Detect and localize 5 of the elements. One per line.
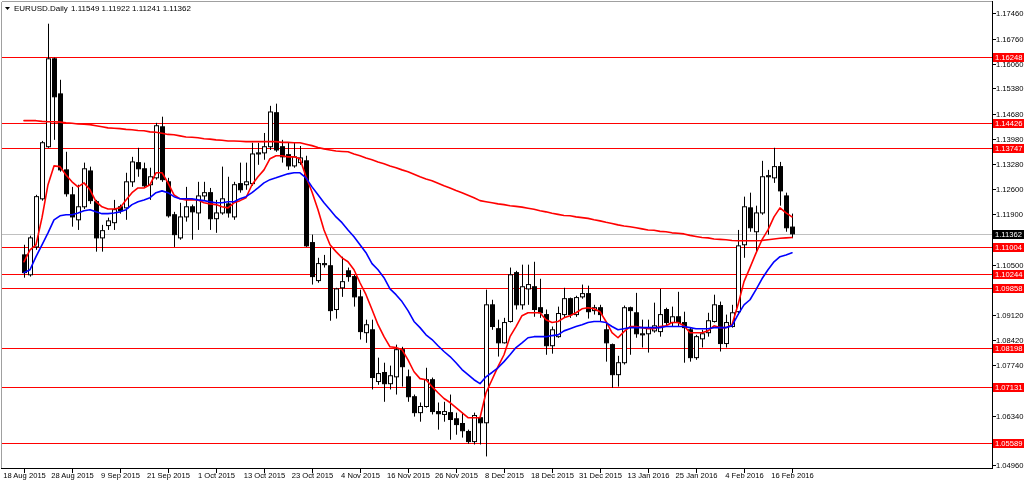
chart-title: EURUSD.Daily xyxy=(14,4,68,13)
candlestick xyxy=(340,256,345,298)
chart-subtitle: 1.11549 1.11922 1.11241 1.11362 xyxy=(71,4,192,13)
candlestick xyxy=(64,151,69,198)
line-series xyxy=(23,171,793,385)
